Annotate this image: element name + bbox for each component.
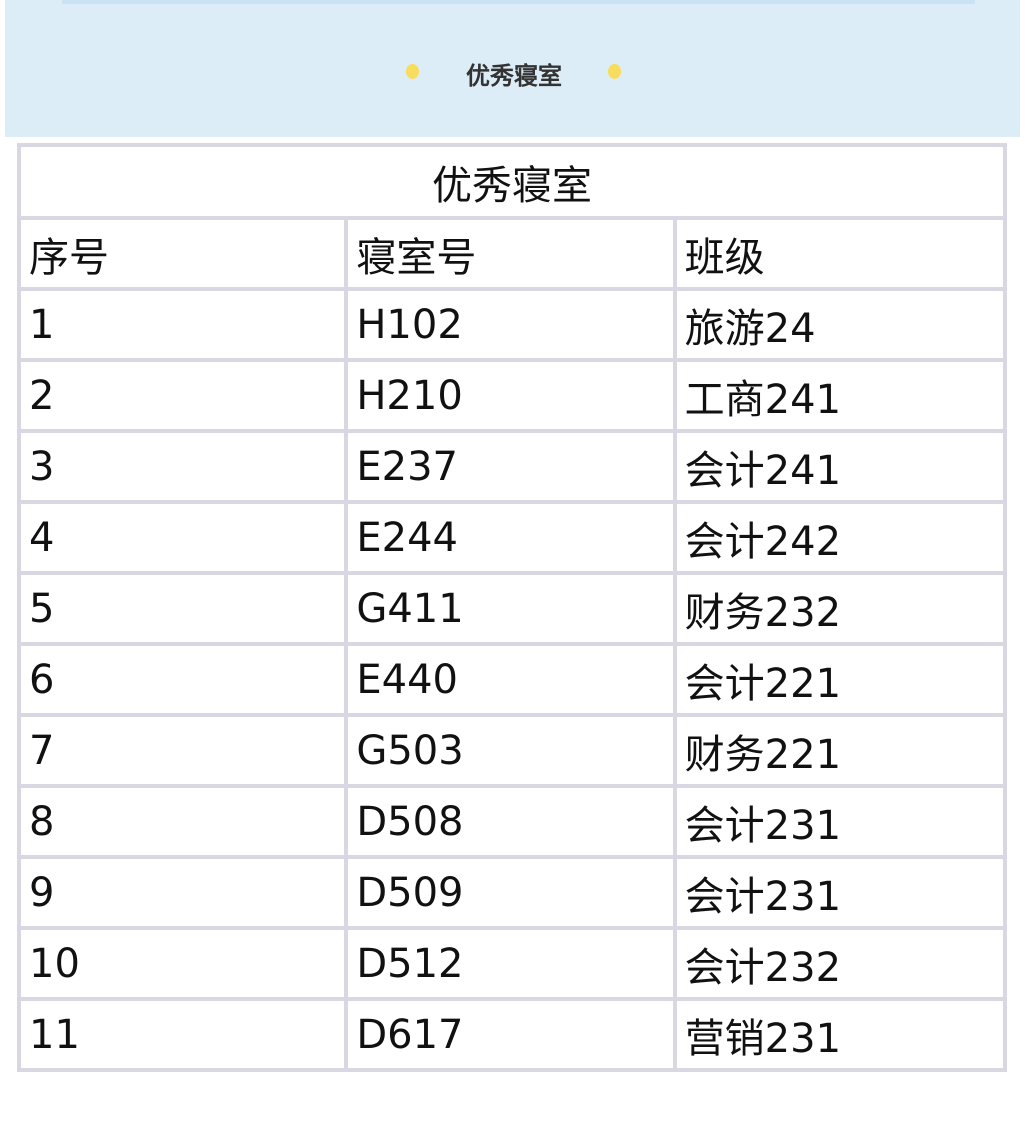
table-row: 8 D508 会计231 — [16, 784, 1008, 859]
dot-icon — [608, 64, 621, 79]
table-row: 1 H102 旅游24 — [16, 287, 1008, 362]
cell-room: E237 — [344, 429, 677, 504]
cell-room: H102 — [344, 287, 677, 362]
banner-top-strip — [62, 0, 975, 4]
cell-room: G411 — [344, 571, 677, 646]
cell-class: 财务221 — [672, 713, 1008, 788]
cell-class: 营销231 — [672, 997, 1008, 1072]
dot-icon — [406, 64, 419, 79]
cell-room: H210 — [344, 358, 677, 433]
cell-index: 11 — [16, 997, 349, 1072]
cell-room: D508 — [344, 784, 677, 859]
cell-class: 会计241 — [672, 429, 1008, 504]
table-row: 3 E237 会计241 — [16, 429, 1008, 504]
cell-index: 9 — [16, 855, 349, 930]
cell-class: 工商241 — [672, 358, 1008, 433]
table-row: 2 H210 工商241 — [16, 358, 1008, 433]
cell-index: 6 — [16, 642, 349, 717]
banner-title: 优秀寝室 — [466, 62, 562, 90]
table-row: 4 E244 会计242 — [16, 500, 1008, 575]
table-row: 5 G411 财务232 — [16, 571, 1008, 646]
dormitory-table: 优秀寝室 序号 寝室号 班级 1 H102 旅游24 2 H210 工商241 3 E237 会… — [16, 143, 1008, 1072]
cell-index: 8 — [16, 784, 349, 859]
cell-index: 1 — [16, 287, 349, 362]
cell-index: 3 — [16, 429, 349, 504]
cell-class: 会计242 — [672, 500, 1008, 575]
header-index: 序号 — [16, 216, 349, 291]
header-room: 寝室号 — [344, 216, 677, 291]
cell-class: 旅游24 — [672, 287, 1008, 362]
cell-room: D512 — [344, 926, 677, 1001]
table-title-row: 优秀寝室 — [17, 143, 1007, 220]
table-row: 10 D512 会计232 — [16, 926, 1008, 1001]
cell-index: 4 — [16, 500, 349, 575]
table-header-row: 序号 寝室号 班级 — [16, 216, 1008, 291]
cell-index: 5 — [16, 571, 349, 646]
table-row: 7 G503 财务221 — [16, 713, 1008, 788]
cell-index: 7 — [16, 713, 349, 788]
cell-class: 财务232 — [672, 571, 1008, 646]
section-banner — [5, 0, 1020, 137]
table-title: 优秀寝室 — [17, 143, 1007, 220]
cell-class: 会计231 — [672, 855, 1008, 930]
header-class: 班级 — [672, 216, 1008, 291]
cell-room: D509 — [344, 855, 677, 930]
table-row: 11 D617 营销231 — [16, 997, 1008, 1072]
cell-room: D617 — [344, 997, 677, 1072]
cell-room: E440 — [344, 642, 677, 717]
cell-index: 10 — [16, 926, 349, 1001]
table-row: 6 E440 会计221 — [16, 642, 1008, 717]
cell-class: 会计221 — [672, 642, 1008, 717]
table-row: 9 D509 会计231 — [16, 855, 1008, 930]
cell-class: 会计232 — [672, 926, 1008, 1001]
cell-class: 会计231 — [672, 784, 1008, 859]
cell-room: E244 — [344, 500, 677, 575]
cell-index: 2 — [16, 358, 349, 433]
cell-room: G503 — [344, 713, 677, 788]
